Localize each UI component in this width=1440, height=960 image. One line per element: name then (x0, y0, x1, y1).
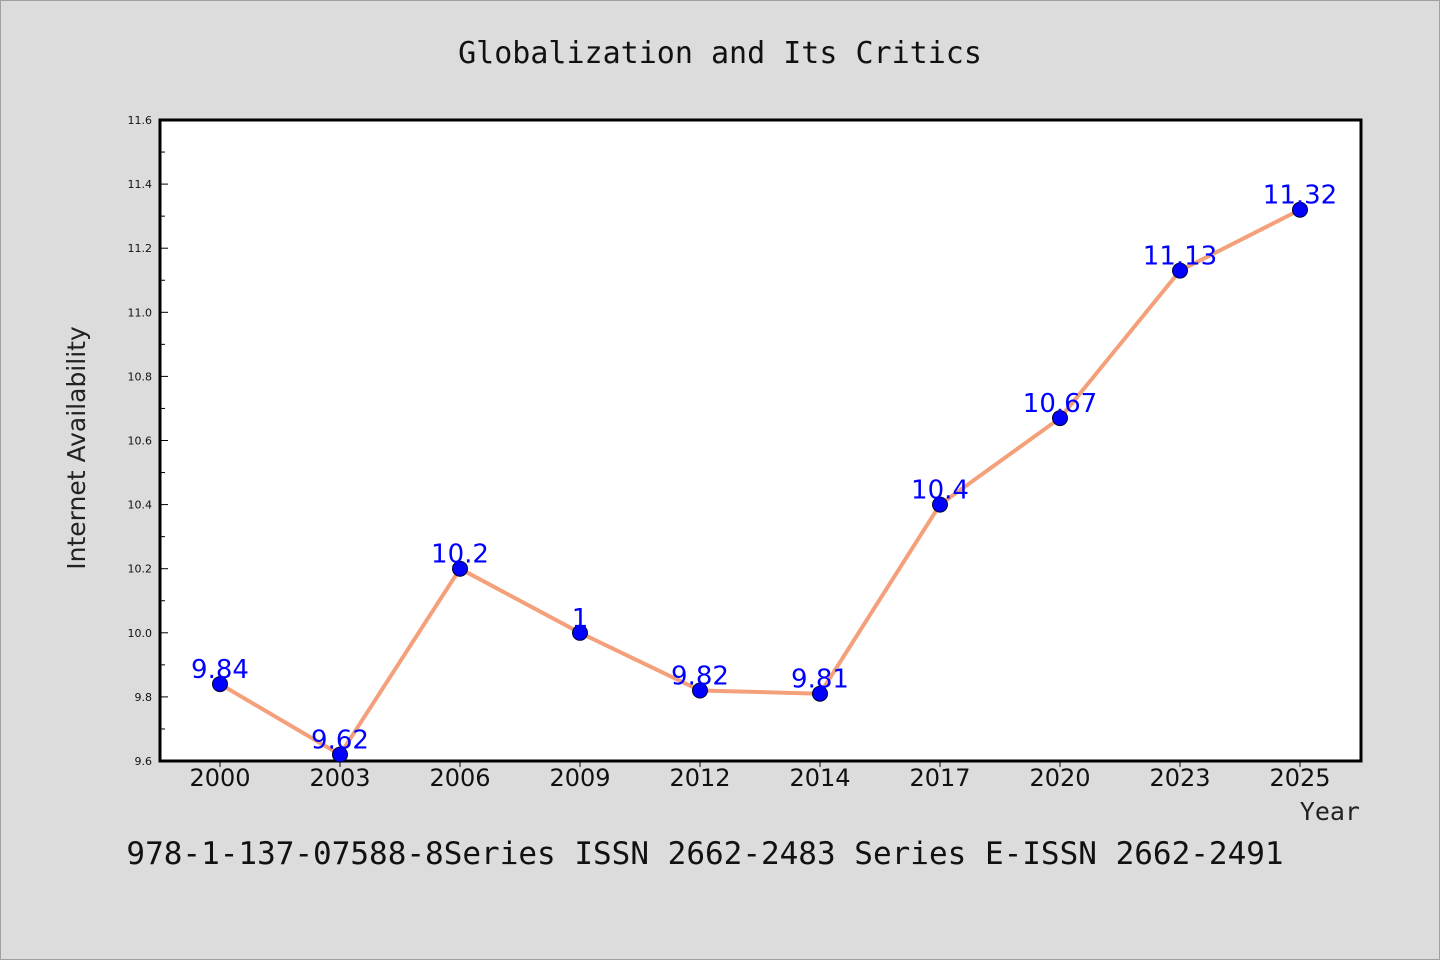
y-tick-label: 9.6 (135, 755, 153, 768)
y-axis-label: Internet Availability (62, 326, 91, 570)
y-tick-label: 10.6 (128, 435, 153, 448)
data-point (812, 685, 828, 702)
x-axis-label: Year (1300, 797, 1360, 826)
data-labels: 9.84 9.62 10.2 1 9.82 9.81 10.4 10.67 11.13 11.32 (191, 181, 1337, 756)
x-tick-label: 2025 (1269, 764, 1330, 792)
x-tick-label: 2017 (909, 764, 970, 792)
plot-area (158, 118, 1363, 763)
y-tick-label: 10.8 (128, 370, 153, 383)
data-label: 1 (572, 604, 589, 634)
x-tick-label: 2014 (789, 764, 850, 792)
x-tick-label: 2000 (189, 764, 250, 792)
y-tick-label: 10.2 (128, 563, 153, 576)
y-tick-label: 11.6 (128, 114, 153, 127)
data-point (692, 682, 708, 699)
footer-text: 978-1-137-07588-8Series ISSN 2662-2483 S… (126, 836, 1283, 872)
y-tick-label: 11.2 (128, 242, 153, 255)
y-axis: 9.6 9.8 10.0 10.2 10.4 10.6 10.8 11.0 11.2 11.4 11… (128, 114, 168, 768)
data-point (572, 624, 588, 641)
data-label: 9.84 (191, 655, 249, 685)
data-point (332, 746, 348, 763)
x-tick-label: 2003 (309, 764, 370, 792)
data-point (1172, 262, 1188, 279)
x-axis: 2000 2003 2006 2009 2012 2014 2017 2020 2023 2025 (189, 761, 1331, 792)
data-label: 10.67 (1023, 389, 1097, 419)
data-label: 9.82 (671, 661, 729, 691)
series-markers (212, 201, 1308, 763)
y-tick-label: 10.0 (128, 627, 153, 640)
x-tick-label: 2020 (1029, 764, 1090, 792)
data-label: 10.4 (911, 476, 969, 506)
y-tick-label: 10.4 (128, 499, 153, 512)
data-point (212, 676, 228, 693)
x-tick-label: 2006 (429, 764, 490, 792)
chart-title: Globalization and Its Critics (458, 36, 982, 71)
series-polyline (218, 207, 1302, 757)
x-tick-label: 2009 (549, 764, 610, 792)
data-point (1052, 410, 1068, 427)
x-tick-label: 2012 (669, 764, 730, 792)
data-point (1292, 201, 1308, 218)
data-label: 10.2 (431, 540, 489, 570)
data-label: 11.32 (1263, 181, 1337, 211)
data-point (452, 560, 468, 577)
data-label: 11.13 (1143, 242, 1217, 272)
y-tick-label: 9.8 (135, 691, 153, 704)
x-tick-label: 2023 (1149, 764, 1210, 792)
data-point (932, 496, 948, 513)
series-line (218, 207, 1302, 757)
y-tick-label: 11.0 (128, 306, 153, 319)
y-tick-label: 11.4 (128, 178, 153, 191)
data-label: 9.81 (791, 665, 849, 695)
data-label: 9.62 (311, 726, 369, 756)
